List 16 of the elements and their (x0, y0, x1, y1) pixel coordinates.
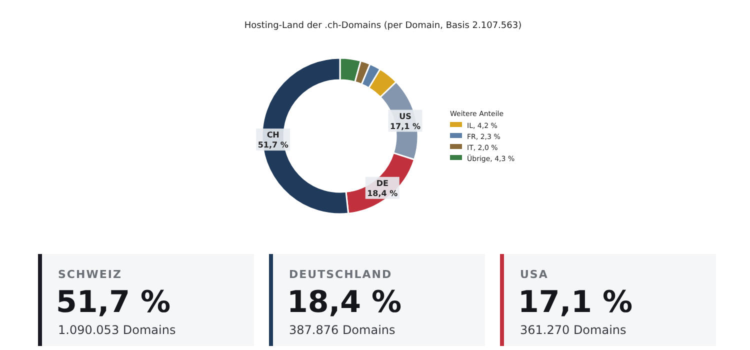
slice-label: US (399, 112, 412, 121)
text: 51,7 % (56, 285, 171, 320)
text: 387.876 Domains (289, 323, 396, 337)
data-label: 18,4 % (367, 188, 398, 198)
text: 1.090.053 Domains (58, 323, 176, 337)
text: 18,4 % (287, 285, 402, 320)
slice-label: DE (376, 178, 388, 188)
text: DEUTSCHLAND (289, 268, 392, 281)
text: USA (520, 268, 548, 281)
chart-title: Hosting-Land der .ch-Domains (per Domain, Basis 2.107.563) (244, 21, 522, 31)
data-label: 51,7 % (258, 140, 288, 150)
text: SCHWEIZ (58, 268, 122, 281)
slice-label: CH (266, 130, 280, 140)
data-label: 17,1 % (390, 122, 421, 131)
text: 361.270 Domains (520, 323, 626, 337)
text: 17,1 % (518, 285, 633, 320)
